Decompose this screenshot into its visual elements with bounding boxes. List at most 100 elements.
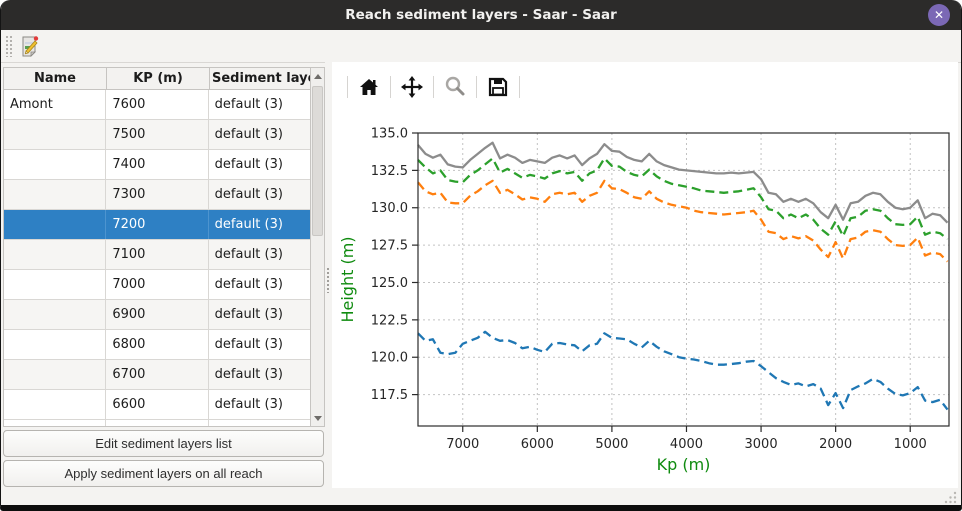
table-row[interactable]: 7400 default (3)	[4, 150, 310, 180]
edit-sediment-toolbar-button[interactable]	[17, 33, 43, 59]
cell-layers[interactable]: default (3)	[214, 397, 283, 412]
table-body: Amont 7600 default (3) 7500 default (3) 7400 d…	[4, 90, 310, 426]
home-button[interactable]	[355, 73, 383, 101]
x-tick-label: 3000	[745, 437, 778, 452]
table-row[interactable]: 6800 default (3)	[4, 330, 310, 360]
table-row[interactable]: 6900 default (3)	[4, 300, 310, 330]
x-axis-label: Kp (m)	[657, 455, 711, 474]
toolbar-drag-handle[interactable]	[5, 35, 13, 57]
edit-sediment-document-icon	[22, 36, 39, 57]
arrow-up-icon	[313, 73, 322, 79]
cell-name[interactable]	[4, 150, 107, 179]
scrollbar-thumb[interactable]	[312, 86, 323, 236]
table-scrollbar[interactable]	[310, 68, 324, 426]
table-header-row: Name KP (m) Sediment layers	[4, 68, 324, 90]
table-row[interactable]: 7100 default (3)	[4, 240, 310, 270]
plot-border	[417, 132, 950, 427]
header-name[interactable]: Name	[4, 68, 107, 89]
cell-layers[interactable]: default (3)	[214, 307, 283, 322]
table-row[interactable]: 7300 default (3)	[4, 180, 310, 210]
chart-canvas[interactable]: 135.0 132.5 130.0 127.5 125.0 122.5 120.0 117.5…	[333, 112, 958, 484]
zoom-button[interactable]	[441, 73, 469, 101]
scroll-down-button[interactable]	[311, 410, 324, 426]
resize-grip-icon[interactable]	[943, 490, 958, 504]
pan-icon	[401, 76, 423, 98]
home-icon	[360, 79, 378, 95]
cell-name[interactable]	[4, 270, 107, 299]
y-tick-label: 130.0	[371, 201, 408, 216]
table-row[interactable]: 7200 default (3)	[4, 210, 310, 240]
cell-kp[interactable]: 6700	[106, 360, 209, 389]
save-icon	[488, 77, 508, 97]
title-bar[interactable]: Reach sediment layers - Saar - Saar ✕	[1, 0, 961, 30]
scroll-up-button[interactable]	[311, 68, 324, 84]
table-row[interactable]: 7000 default (3)	[4, 270, 310, 300]
cell-kp[interactable]: 7200	[106, 210, 209, 239]
cell-name[interactable]	[4, 360, 107, 389]
edit-sediment-layers-button[interactable]: Edit sediment layers list	[3, 430, 324, 457]
cell-kp[interactable]: 7100	[106, 240, 209, 269]
cell-kp[interactable]: 6800	[106, 330, 209, 359]
table-row[interactable]: 7500 default (3)	[4, 120, 310, 150]
cell-layers[interactable]: default (3)	[214, 337, 283, 352]
cell-layers[interactable]: default (3)	[214, 127, 283, 142]
cell-layers[interactable]: default (3)	[214, 277, 283, 292]
series-gray-solid-top	[417, 141, 949, 224]
cell-name[interactable]	[4, 120, 107, 149]
cell-layers[interactable]: default (3)	[214, 187, 283, 202]
cell-name[interactable]	[4, 180, 107, 209]
cell-name[interactable]	[4, 240, 107, 269]
table-row[interactable]: 6600 default (3)	[4, 390, 310, 420]
y-tick-label: 117.5	[371, 388, 408, 403]
cell-kp[interactable]: 7000	[106, 270, 209, 299]
table-row-partial	[4, 420, 310, 426]
cell-name[interactable]	[4, 330, 107, 359]
save-button[interactable]	[484, 73, 512, 101]
plot-toolbar	[340, 72, 527, 102]
cell-kp[interactable]: 7500	[106, 120, 209, 149]
x-tick-label: 6000	[521, 437, 554, 452]
close-icon: ✕	[933, 8, 945, 22]
apply-sediment-layers-button[interactable]: Apply sediment layers on all reach	[3, 460, 324, 487]
y-tick-label: 120.0	[371, 351, 408, 366]
header-kp[interactable]: KP (m)	[107, 68, 210, 89]
x-tick-label: 5000	[595, 437, 628, 452]
cell-name[interactable]: Amont	[4, 90, 107, 119]
table-row[interactable]: Amont 7600 default (3)	[4, 90, 310, 120]
pan-button[interactable]	[398, 73, 426, 101]
plot-panel: 135.0 132.5 130.0 127.5 125.0 122.5 120.0 117.5…	[332, 62, 958, 488]
y-tick-label: 127.5	[371, 239, 408, 254]
cell-name[interactable]	[4, 210, 107, 239]
cell-kp[interactable]: 7300	[106, 180, 209, 209]
y-tick-label: 125.0	[371, 276, 408, 291]
cell-name[interactable]	[4, 390, 107, 419]
splitter-grip-icon[interactable]	[326, 267, 331, 293]
cell-layers[interactable]: default (3)	[214, 157, 283, 172]
cell-layers[interactable]: default (3)	[214, 247, 283, 262]
series-blue-dashed-bottom	[417, 330, 949, 411]
arrow-down-icon	[313, 415, 322, 421]
cell-kp[interactable]: 7400	[106, 150, 209, 179]
cell-name[interactable]	[4, 300, 107, 329]
table-row[interactable]: 6700 default (3)	[4, 360, 310, 390]
y-tick-label: 135.0	[371, 127, 408, 142]
x-tick-label: 4000	[670, 437, 703, 452]
panel-splitter[interactable]	[325, 62, 332, 488]
header-sediment-layers[interactable]: Sediment layers	[212, 71, 310, 86]
main-toolbar	[1, 30, 961, 63]
y-tick-label: 122.5	[371, 313, 408, 328]
close-button[interactable]: ✕	[928, 4, 950, 26]
series-green-dashed	[417, 157, 949, 240]
cell-kp[interactable]: 6600	[106, 390, 209, 419]
cell-kp[interactable]: 7600	[106, 90, 209, 119]
cell-layers[interactable]: default (3)	[214, 217, 283, 232]
status-strip	[1, 488, 961, 505]
cell-layers[interactable]: default (3)	[214, 97, 283, 112]
zoom-icon	[445, 76, 465, 96]
cell-layers[interactable]: default (3)	[214, 367, 283, 382]
window-title: Reach sediment layers - Saar - Saar	[345, 7, 617, 23]
x-tick-label: 1000	[894, 437, 927, 452]
cell-kp[interactable]: 6900	[106, 300, 209, 329]
